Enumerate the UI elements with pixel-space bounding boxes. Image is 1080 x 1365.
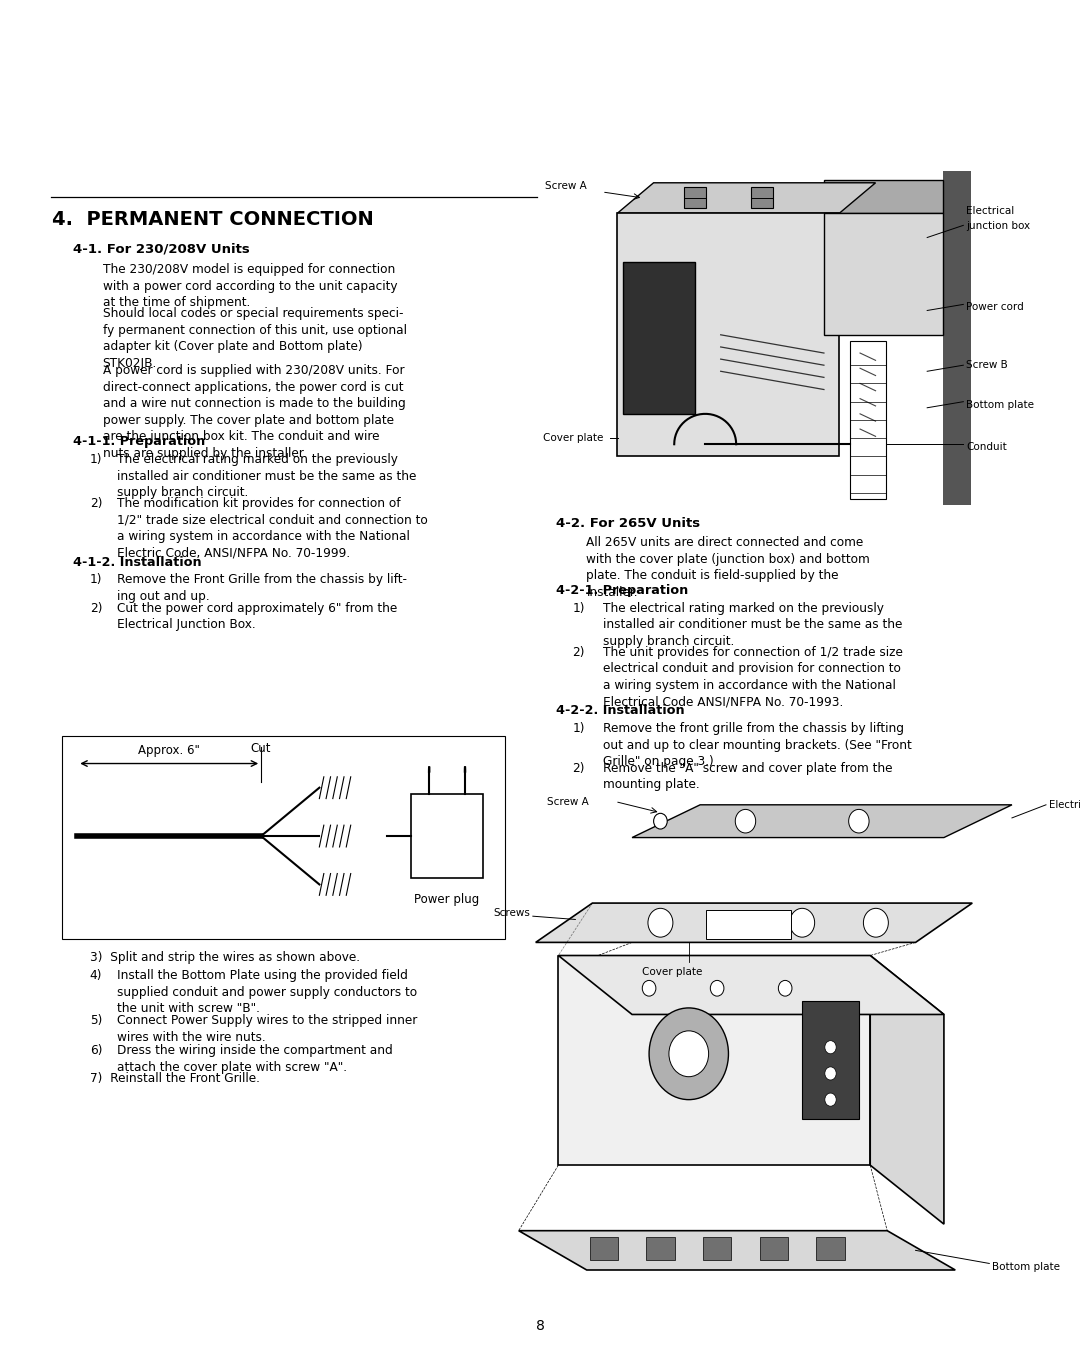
Circle shape: [849, 809, 869, 833]
Bar: [622, 262, 694, 414]
Text: A power cord is supplied with 230/208V units. For
direct-connect applications, t: A power cord is supplied with 230/208V u…: [103, 364, 405, 460]
Bar: [558, 955, 870, 1166]
Polygon shape: [518, 1231, 956, 1269]
Bar: [411, 794, 483, 879]
Text: Remove the Front Grille from the chassis by lift-
ing out and up.: Remove the Front Grille from the chassis…: [117, 573, 407, 603]
Text: 8: 8: [536, 1319, 544, 1332]
Text: Screws: Screws: [494, 908, 530, 917]
Text: Should local codes or special requirements speci-
fy permanent connection of thi: Should local codes or special requiremen…: [103, 307, 406, 370]
Text: 4-1. For 230/208V Units: 4-1. For 230/208V Units: [73, 243, 251, 257]
Text: The electrical rating marked on the previously
installed air conditioner must be: The electrical rating marked on the prev…: [117, 453, 416, 500]
Text: 1): 1): [90, 453, 103, 467]
Bar: [703, 1237, 731, 1260]
Bar: [850, 341, 886, 500]
Text: Conduit: Conduit: [966, 442, 1007, 452]
Text: 2): 2): [572, 646, 585, 659]
Circle shape: [649, 1007, 729, 1100]
Bar: [646, 1237, 675, 1260]
Text: 1): 1): [572, 722, 585, 736]
Text: 4-2-2. Installation: 4-2-2. Installation: [556, 704, 685, 718]
Text: 6): 6): [90, 1044, 103, 1058]
Text: The 230/208V model is equipped for connection
with a power cord according to the: The 230/208V model is equipped for conne…: [103, 263, 397, 310]
Bar: [751, 187, 773, 209]
Text: Cover plate: Cover plate: [542, 433, 603, 444]
Text: 7)  Reinstall the Front Grille.: 7) Reinstall the Front Grille.: [90, 1072, 259, 1085]
Text: Remove the front grille from the chassis by lifting
out and up to clear mounting: Remove the front grille from the chassis…: [603, 722, 912, 768]
Text: Electrical: Electrical: [966, 206, 1014, 216]
Text: Screw A: Screw A: [545, 180, 586, 191]
Bar: [706, 909, 791, 939]
Text: 1): 1): [90, 573, 103, 587]
Text: Cut: Cut: [251, 743, 271, 755]
Circle shape: [735, 809, 756, 833]
Text: 4-2-1. Preparation: 4-2-1. Preparation: [556, 584, 688, 598]
Text: Cover plate: Cover plate: [642, 966, 702, 977]
Text: 4-1-1. Preparation: 4-1-1. Preparation: [73, 435, 205, 449]
Text: Approx. 6": Approx. 6": [138, 744, 200, 758]
Text: Remove the "A" screw and cover plate from the
mounting plate.: Remove the "A" screw and cover plate fro…: [603, 762, 892, 792]
Text: Connect Power Supply wires to the stripped inner
wires with the wire nuts.: Connect Power Supply wires to the stripp…: [117, 1014, 417, 1044]
Text: Screw B: Screw B: [966, 360, 1008, 370]
Text: 4): 4): [90, 969, 103, 983]
Text: 2): 2): [90, 602, 103, 616]
Circle shape: [789, 908, 814, 938]
Text: Bottom plate: Bottom plate: [993, 1261, 1061, 1272]
Circle shape: [711, 980, 724, 996]
Bar: [824, 213, 943, 334]
Text: junction box: junction box: [966, 221, 1030, 232]
Text: 4-1-2. Installation: 4-1-2. Installation: [73, 556, 202, 569]
Text: 1): 1): [572, 602, 585, 616]
Circle shape: [863, 908, 889, 938]
Bar: [816, 1237, 845, 1260]
Text: Bottom plate: Bottom plate: [966, 400, 1034, 410]
Bar: [943, 171, 971, 505]
Text: Dress the wiring inside the compartment and
attach the cover plate with screw "A: Dress the wiring inside the compartment …: [117, 1044, 392, 1074]
Circle shape: [825, 1040, 836, 1054]
Text: Screw A: Screw A: [546, 797, 589, 807]
Text: Electrical junction box: Electrical junction box: [1049, 800, 1080, 809]
Text: 2): 2): [90, 497, 103, 511]
Polygon shape: [618, 183, 876, 213]
Circle shape: [653, 814, 667, 829]
Polygon shape: [536, 904, 972, 942]
Text: Install the Bottom Plate using the provided field
supplied conduit and power sup: Install the Bottom Plate using the provi…: [117, 969, 417, 1016]
Text: 4-2. For 265V Units: 4-2. For 265V Units: [556, 517, 700, 531]
Bar: [684, 187, 706, 209]
Text: 4.  PERMANENT CONNECTION: 4. PERMANENT CONNECTION: [52, 210, 374, 229]
Text: Power cord: Power cord: [966, 303, 1024, 313]
Bar: [590, 1237, 618, 1260]
Text: The unit provides for connection of 1/2 trade size
electrical conduit and provis: The unit provides for connection of 1/2 …: [603, 646, 903, 708]
Circle shape: [669, 1031, 708, 1077]
Circle shape: [648, 908, 673, 938]
Text: Cut the power cord approximately 6" from the
Electrical Junction Box.: Cut the power cord approximately 6" from…: [117, 602, 396, 632]
Circle shape: [643, 980, 656, 996]
Text: All 265V units are direct connected and come
with the cover plate (junction box): All 265V units are direct connected and …: [586, 536, 870, 599]
Text: The electrical rating marked on the previously
installed air conditioner must be: The electrical rating marked on the prev…: [603, 602, 902, 648]
Text: 5): 5): [90, 1014, 102, 1028]
Bar: [802, 1002, 859, 1119]
Bar: [824, 180, 943, 213]
Text: 3)  Split and strip the wires as shown above.: 3) Split and strip the wires as shown ab…: [90, 951, 360, 965]
Circle shape: [825, 1093, 836, 1106]
Bar: [759, 1237, 788, 1260]
Text: Power plug: Power plug: [415, 894, 480, 906]
Bar: [618, 213, 839, 456]
Circle shape: [825, 1067, 836, 1080]
Circle shape: [779, 980, 792, 996]
Polygon shape: [558, 955, 944, 1014]
Text: The modification kit provides for connection of
1/2" trade size electrical condu: The modification kit provides for connec…: [117, 497, 428, 560]
Text: 2): 2): [572, 762, 585, 775]
Polygon shape: [632, 805, 1012, 838]
Polygon shape: [870, 955, 944, 1224]
